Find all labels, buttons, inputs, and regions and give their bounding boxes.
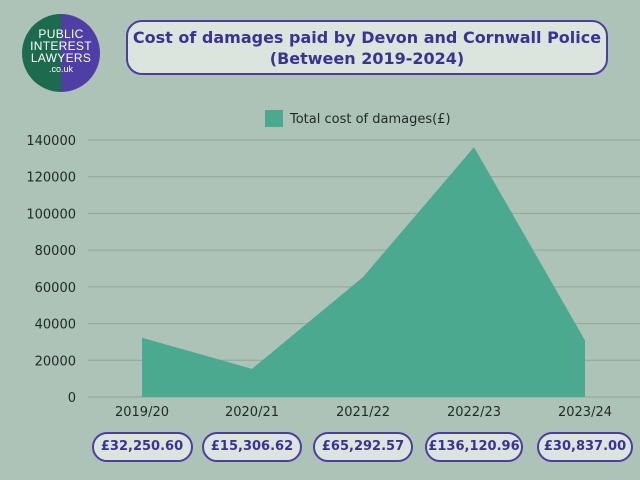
chart-subtitle: (Between 2019-2024) [269, 49, 465, 68]
value-pill: £15,306.62 [202, 432, 302, 462]
brand-logo: PUBLIC INTEREST LAWYERS .co.uk [22, 14, 100, 92]
x-tick-label: 2020/21 [225, 405, 279, 420]
y-tick-label: 0 [68, 391, 76, 406]
chart-title: Cost of damages paid by Devon and Cornwa… [132, 28, 602, 47]
y-tick-label: 120000 [26, 171, 76, 186]
y-axis-ticks: 0 20000 40000 60000 80000 100000 120000 140000 [26, 134, 76, 406]
logo-line-4: .co.uk [48, 64, 73, 74]
y-tick-label: 80000 [35, 244, 76, 259]
logo-line-1: PUBLIC [38, 27, 84, 41]
x-tick-label: 2019/20 [115, 405, 169, 420]
value-pill: £32,250.60 [91, 432, 193, 462]
y-tick-label: 60000 [35, 281, 76, 296]
y-tick-label: 100000 [26, 207, 76, 222]
x-tick-label: 2022/23 [447, 405, 501, 420]
area-series [141, 147, 586, 397]
x-tick-label: 2021/22 [336, 405, 390, 420]
y-tick-label: 20000 [35, 354, 76, 369]
y-tick-label: 140000 [26, 134, 76, 149]
area-fill [142, 147, 585, 397]
value-pill: £136,120.96 [425, 432, 523, 462]
y-tick-label: 40000 [35, 318, 76, 333]
value-pill: £30,837.00 [537, 432, 633, 462]
value-pill: £65,292.57 [313, 432, 413, 462]
legend-swatch [265, 110, 283, 127]
legend: Total cost of damages(£) [265, 110, 451, 127]
logo-line-3: LAWYERS [30, 51, 92, 65]
legend-label: Total cost of damages(£) [289, 112, 451, 127]
x-tick-label: 2023/24 [558, 405, 612, 420]
chart-title-box: Cost of damages paid by Devon and Cornwa… [126, 20, 608, 75]
logo-line-2: INTEREST [30, 39, 92, 53]
x-axis-ticks: 2019/20 2020/21 2021/22 2022/23 2023/24 [115, 405, 612, 420]
